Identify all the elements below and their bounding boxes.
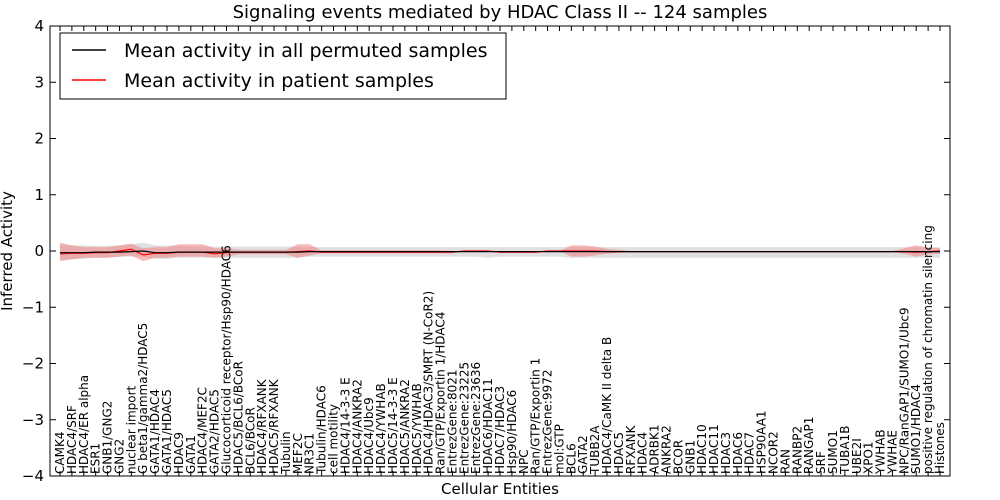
x-category-label: HDAC4/HDAC3/SMRT (N-CoR2) bbox=[422, 291, 436, 474]
chart-title: Signaling events mediated by HDAC Class … bbox=[233, 2, 768, 23]
x-category-label: Hsp90/HDAC6 bbox=[505, 390, 519, 474]
x-category-label: RANGAP1 bbox=[802, 417, 816, 474]
x-category-label: SUMO1/HDAC4 bbox=[909, 384, 923, 474]
x-category-label: GATA1 bbox=[184, 435, 198, 474]
x-category-label: NR3C1 bbox=[303, 433, 317, 474]
x-category-label: NCOR2 bbox=[767, 431, 781, 474]
x-category-label: HDAC9 bbox=[172, 432, 186, 474]
x-category-label: HDAC4/ER alpha bbox=[77, 375, 91, 474]
x-category-label: HDAC7 bbox=[743, 432, 757, 474]
x-category-label: EntrezGene:23636 bbox=[469, 362, 483, 474]
legend-label-patient: Mean activity in patient samples bbox=[124, 70, 434, 92]
x-category-label: RFXANK bbox=[624, 424, 638, 474]
x-category-label: mol:GTP bbox=[553, 424, 567, 474]
y-tick-label: 2 bbox=[34, 130, 44, 148]
x-category-label: G beta1/gamma2/HDAC5 bbox=[136, 323, 150, 474]
x-category-label: Histones bbox=[933, 422, 947, 474]
x-category-label: Ran/GTP/Exportin 1 bbox=[529, 358, 543, 474]
x-category-label: HDAC3 bbox=[719, 432, 733, 474]
x-category-label: SUMO1 bbox=[826, 430, 840, 474]
y-tick-label: −3 bbox=[22, 411, 44, 429]
x-category-label: HDAC10 bbox=[695, 424, 709, 474]
series-line-permuted bbox=[60, 250, 940, 254]
x-category-label: cell motility bbox=[327, 404, 341, 474]
x-category-label: CAMK4 bbox=[53, 432, 67, 474]
x-category-label: YWHAB bbox=[874, 429, 888, 475]
y-tick-label: −2 bbox=[22, 355, 44, 373]
x-category-label: GATA1/HDAC5 bbox=[160, 389, 174, 474]
x-category-label: GATA2 bbox=[576, 435, 590, 474]
x-category-label: HDAC5/BCL6/BCoR bbox=[231, 361, 245, 474]
x-category-label: BCL6 bbox=[564, 443, 578, 474]
x-category-label: Glucocorticoid receptor/Hsp90/HDAC6 bbox=[220, 245, 234, 474]
x-category-label: HDAC4/YWHAB bbox=[374, 383, 388, 474]
x-category-label: GATA1/HDAC4 bbox=[148, 389, 162, 474]
x-category-label: EntrezGene:9972 bbox=[541, 370, 555, 475]
series-lines bbox=[59, 248, 941, 256]
x-category-label: HDAC5/ANKRA2 bbox=[398, 379, 412, 474]
x-category-label: HDAC11 bbox=[707, 424, 721, 474]
x-category-label: RANBP2 bbox=[790, 426, 804, 474]
x-category-label: HDAC4/MEF2C bbox=[196, 387, 210, 474]
legend: Mean activity in all permuted samples Me… bbox=[59, 32, 507, 100]
y-axis-label: Inferred Activity bbox=[0, 191, 16, 311]
x-category-label: HDAC4/RFXANK bbox=[255, 378, 269, 474]
x-category-label: Tubulin/HDAC6 bbox=[315, 385, 329, 475]
x-category-label: GNB1 bbox=[683, 440, 697, 474]
legend-box bbox=[59, 32, 507, 100]
x-category-label: GNB1/GNG2 bbox=[101, 401, 115, 474]
x-category-label: HDAC4/Ubc9 bbox=[362, 397, 376, 474]
x-category-label: HDAC5/RFXANK bbox=[267, 378, 281, 474]
y-tick-label: −1 bbox=[22, 298, 44, 316]
x-category-label: HDAC7/HDAC3 bbox=[493, 386, 507, 474]
x-category-label: positive regulation of chromatin silenci… bbox=[921, 225, 935, 474]
x-category-label: HDAC4 bbox=[636, 432, 650, 474]
x-category-label: YWHAE bbox=[885, 430, 899, 475]
x-category-label: HDAC6 bbox=[731, 432, 745, 474]
x-category-label: EntrezGene:8021 bbox=[445, 370, 459, 475]
x-category-label: SRF bbox=[814, 451, 828, 474]
x-category-label: NPC/RanGAP1/SUMO1/Ubc9 bbox=[897, 307, 911, 474]
y-tick-label: 0 bbox=[34, 242, 44, 260]
x-category-label: HDAC4/ANKRA2 bbox=[350, 379, 364, 474]
x-category-label: HSP90AA1 bbox=[755, 410, 769, 474]
y-tick-label: 4 bbox=[34, 17, 44, 35]
x-category-label: HDAC5/14-3-3 E bbox=[386, 377, 400, 474]
y-tick-label: −4 bbox=[22, 467, 44, 485]
x-category-label: HDAC5/YWHAB bbox=[410, 383, 424, 474]
x-category-label: NPC bbox=[517, 449, 531, 474]
y-tick-label: 3 bbox=[34, 73, 44, 91]
x-category-label: ESR1 bbox=[89, 443, 103, 474]
legend-label-permuted: Mean activity in all permuted samples bbox=[124, 40, 487, 62]
x-category-label: HDAC4/SRF bbox=[65, 405, 79, 474]
x-category-label: TUBB2A bbox=[588, 425, 602, 475]
x-category-label: GNG2 bbox=[113, 439, 127, 474]
y-tick-label: 1 bbox=[34, 186, 44, 204]
x-category-label: ANKRA2 bbox=[660, 425, 674, 474]
y-axis-ticks: 4 3 2 1 0 −1 −2 −3 −4 bbox=[22, 17, 950, 485]
x-category-label: BCL6/BCoR bbox=[243, 407, 257, 474]
x-category-label: HDAC4/CaMK II delta B bbox=[600, 337, 614, 474]
x-category-label: ADRBK1 bbox=[648, 424, 662, 474]
x-category-label: BCOR bbox=[671, 440, 685, 474]
x-category-label: HDAC4/14-3-3 E bbox=[338, 377, 352, 474]
x-category-label: Tubulin bbox=[279, 431, 293, 475]
x-category-label: XPO1 bbox=[862, 441, 876, 474]
x-category-label: Ran/GTP/Exportin 1/HDAC4 bbox=[434, 312, 448, 474]
x-axis-label: Cellular Entities bbox=[441, 480, 559, 498]
x-category-label: nuclear import bbox=[124, 385, 138, 474]
x-category-label: HDAC5 bbox=[612, 432, 626, 474]
x-category-label: GATA2/HDAC5 bbox=[208, 389, 222, 474]
x-category-label: UBE2I bbox=[850, 438, 864, 474]
x-category-label: EntrezGene:23225 bbox=[457, 362, 471, 474]
x-category-label: HDAC6/HDAC11 bbox=[481, 378, 495, 474]
x-category-label: TUBA1B bbox=[838, 426, 852, 475]
x-category-label: MEF2C bbox=[291, 433, 305, 474]
x-category-label: RAN bbox=[778, 449, 792, 474]
